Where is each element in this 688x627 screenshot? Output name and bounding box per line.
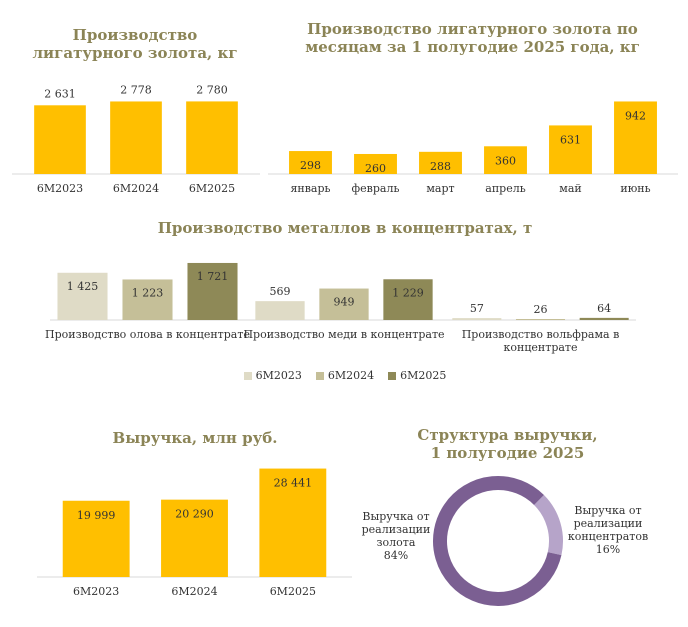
- chart1-bar-1: [110, 101, 162, 174]
- pie-label-gold: Выручка от реализации золота 84%: [356, 510, 436, 562]
- chart2-bar-5: [614, 101, 657, 174]
- chart2-bar-1: [354, 153, 397, 174]
- chart1-tick-label-1: 6М2024: [113, 182, 159, 195]
- chart2-tick-label-1: февраль: [352, 182, 400, 195]
- pie-label-concentrates-value: 16%: [595, 543, 621, 556]
- chart3-value-label-0-1: 1 223: [132, 286, 164, 299]
- chart4-bar-2: [259, 468, 327, 577]
- chart3-value-label-2-1: 26: [534, 303, 548, 316]
- legend-label-6m2025: 6М2025: [400, 369, 447, 382]
- chart1-value-label-1: 2 778: [120, 83, 152, 96]
- chart2-bar-3: [484, 146, 527, 174]
- chart4-title: Выручка, млн руб.: [112, 429, 278, 447]
- chart2-tick-label-5: июнь: [620, 182, 650, 195]
- pie-label-concentrates: Выручка от реализации концентратов 16%: [566, 504, 650, 556]
- chart4-bar-1: [161, 499, 228, 577]
- chart2-bar-0: [289, 151, 332, 174]
- chart3-bar-1-2: [383, 279, 433, 320]
- pie-label-gold-text: Выручка от реализации золота: [361, 510, 431, 549]
- chart2-value-label-5: 942: [625, 109, 646, 122]
- chart2-tick-label-4: май: [559, 182, 581, 195]
- chart3-bar-1-1: [319, 288, 369, 320]
- chart3-bar-0-0: [57, 272, 108, 320]
- chart2-title: Производство лигатурного золота по месяц…: [305, 20, 640, 56]
- pie-label-concentrates-text: Выручка от реализации концентратов: [567, 504, 649, 543]
- chart3-value-label-1-2: 1 229: [392, 286, 424, 299]
- chart3-value-label-1-0: 569: [270, 285, 291, 298]
- chart2-tick-label-3: апрель: [485, 182, 525, 195]
- chart2-value-label-3: 360: [495, 154, 516, 167]
- chart1-value-label-2: 2 780: [196, 83, 228, 96]
- chart1-value-label-0: 2 631: [44, 87, 76, 100]
- chart4-tick-label-0: 6М2023: [73, 585, 119, 598]
- chart2-tick-label-0: январь: [290, 182, 330, 195]
- chart3-value-label-0-0: 1 425: [67, 280, 99, 293]
- chart1-bar-2: [186, 101, 238, 174]
- legend-item-6m2023: 6М2023: [243, 369, 302, 382]
- chart2-value-label-4: 631: [560, 133, 581, 146]
- legend-label-6m2023: 6М2023: [255, 369, 302, 382]
- legend-swatch-6m2025: [388, 371, 397, 380]
- chart5-slice-0: [433, 476, 562, 606]
- legend-swatch-6m2023: [243, 371, 252, 380]
- chart4-value-label-0: 19 999: [77, 509, 116, 522]
- legend-item-6m2025: 6М2025: [388, 369, 446, 382]
- chart3-value-label-2-2: 64: [597, 302, 611, 315]
- chart3-tick-label-0: Производство олова в концентрате: [45, 328, 250, 341]
- legend-item-6m2024: 6М2024: [315, 369, 375, 382]
- chart3-value-label-1-1: 949: [334, 296, 355, 309]
- chart2-tick-label-2: март: [426, 182, 454, 195]
- chart5-slice-1: [533, 495, 563, 556]
- chart3-title: Производство металлов в концентратах, т: [157, 219, 533, 237]
- chart2-value-label-2: 288: [430, 160, 451, 173]
- chart3-bar-1-0: [255, 301, 305, 320]
- chart3-bar-2-0: [452, 318, 502, 320]
- legend-label-6m2024: 6М2024: [327, 369, 375, 382]
- legend-swatch-6m2024: [315, 371, 324, 380]
- chart5-title: Структура выручки, 1 полугодие 2025: [417, 426, 598, 462]
- chart3-value-label-2-0: 57: [470, 302, 484, 315]
- chart3-bar-2-1: [515, 319, 566, 320]
- chart3-bar-2-2: [579, 317, 629, 320]
- chart2-value-label-1: 260: [365, 162, 386, 175]
- chart4-value-label-2: 28 441: [274, 477, 313, 490]
- chart4-tick-label-1: 6М2024: [171, 585, 217, 598]
- chart2-bar-2: [419, 151, 462, 174]
- chart4-bar-0: [62, 500, 130, 577]
- pie-label-gold-value: 84%: [383, 549, 409, 562]
- chart1-tick-label-0: 6М2023: [37, 182, 83, 195]
- chart1-tick-label-2: 6М2025: [189, 182, 235, 195]
- chart1-bar-0: [34, 105, 86, 174]
- chart1-title: Производство лигатурного золота, кг: [32, 26, 238, 62]
- chart3-bar-0-1: [122, 279, 173, 320]
- chart4-value-label-1: 20 290: [175, 508, 214, 521]
- chart2-value-label-0: 298: [300, 159, 321, 172]
- chart3-value-label-0-2: 1 721: [197, 270, 229, 283]
- chart2-bar-4: [549, 125, 592, 174]
- chart3-tick-label-1: Производство меди в концентрате: [243, 328, 444, 341]
- chart3-legend: 6М2023 6М2024 6М2025: [200, 369, 490, 382]
- chart3-bar-0-2: [187, 262, 238, 320]
- chart4-tick-label-2: 6М2025: [270, 585, 316, 598]
- chart3-tick-label-2: Производство вольфрама в концентрате: [462, 328, 620, 354]
